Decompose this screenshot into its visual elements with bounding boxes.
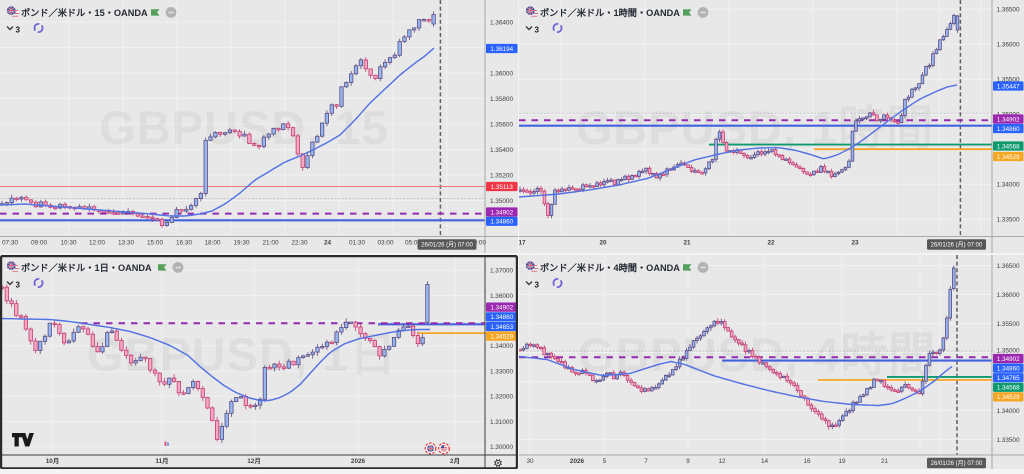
svg-text:7: 7 <box>644 458 648 465</box>
svg-text:21: 21 <box>683 240 691 247</box>
svg-text:1.35200: 1.35200 <box>490 172 514 179</box>
svg-text:26/01/26 (月) 07:00: 26/01/26 (月) 07:00 <box>421 242 473 249</box>
svg-text:14: 14 <box>761 458 769 465</box>
svg-text:3: 3 <box>535 26 540 35</box>
svg-text:10月: 10月 <box>46 457 60 465</box>
svg-text:GBPUSD, 15: GBPUSD, 15 <box>99 101 388 154</box>
svg-text:ポンド／米ドル・1時間・OANDA: ポンド／米ドル・1時間・OANDA <box>540 7 680 18</box>
svg-text:GBPUSD, 4時間: GBPUSD, 4時間 <box>578 327 936 380</box>
svg-text:GBPUSD, 1日: GBPUSD, 1日 <box>87 327 397 380</box>
svg-text:1.36000: 1.36000 <box>490 70 514 77</box>
svg-text:09:00: 09:00 <box>470 240 486 247</box>
svg-text:1.35000: 1.35000 <box>490 198 514 205</box>
svg-text:9: 9 <box>686 458 690 465</box>
svg-text:11月: 11月 <box>155 457 168 465</box>
svg-text:07:30: 07:30 <box>2 240 18 247</box>
svg-text:23: 23 <box>851 240 859 247</box>
svg-text:2026: 2026 <box>351 458 366 465</box>
svg-text:16: 16 <box>803 458 811 465</box>
svg-text:ポンド／米ドル・15・OANDA: ポンド／米ドル・15・OANDA <box>21 7 148 18</box>
svg-text:1.34902: 1.34902 <box>490 209 513 216</box>
svg-text:26/01/26 (月) 07:00: 26/01/26 (月) 07:00 <box>931 242 983 249</box>
svg-text:12: 12 <box>718 458 726 465</box>
svg-text:1.37000: 1.37000 <box>490 267 514 274</box>
svg-text:1.36000: 1.36000 <box>996 291 1020 298</box>
svg-text:1.35500: 1.35500 <box>996 320 1020 327</box>
svg-text:1.36000: 1.36000 <box>490 292 514 299</box>
svg-text:3: 3 <box>16 280 21 289</box>
svg-text:16:30: 16:30 <box>176 240 192 247</box>
svg-text:10:30: 10:30 <box>61 240 77 247</box>
svg-text:05:00: 05:00 <box>405 240 421 247</box>
svg-text:1.33500: 1.33500 <box>996 436 1020 443</box>
svg-text:1.35113: 1.35113 <box>491 184 514 191</box>
svg-text:13:30: 13:30 <box>118 240 134 247</box>
svg-text:24: 24 <box>324 240 332 247</box>
svg-text:1.34860: 1.34860 <box>997 126 1020 133</box>
svg-text:30: 30 <box>526 458 534 465</box>
svg-text:3: 3 <box>16 26 21 35</box>
svg-text:1.36194: 1.36194 <box>490 46 513 53</box>
svg-text:1.34653: 1.34653 <box>490 323 513 330</box>
svg-text:1.35800: 1.35800 <box>490 96 514 103</box>
svg-text:1.33000: 1.33000 <box>490 368 514 375</box>
svg-text:1.34860: 1.34860 <box>490 219 513 226</box>
svg-text:1.34860: 1.34860 <box>997 365 1020 372</box>
svg-text:3: 3 <box>535 280 540 289</box>
svg-text:1.34860: 1.34860 <box>490 314 513 321</box>
svg-text:1.31000: 1.31000 <box>490 418 514 425</box>
svg-text:1.30000: 1.30000 <box>490 444 514 451</box>
svg-text:2月: 2月 <box>450 457 460 465</box>
svg-text:20: 20 <box>599 240 607 247</box>
svg-text:1.34529: 1.34529 <box>997 394 1020 401</box>
svg-text:19:30: 19:30 <box>234 240 250 247</box>
svg-text:12月: 12月 <box>247 457 261 465</box>
svg-text:22: 22 <box>767 240 775 247</box>
svg-text:1.34902: 1.34902 <box>997 355 1020 362</box>
svg-text:03:00: 03:00 <box>378 240 394 247</box>
svg-text:12:00: 12:00 <box>89 240 105 247</box>
svg-text:17: 17 <box>519 240 526 247</box>
svg-text:1.34902: 1.34902 <box>997 116 1020 123</box>
svg-text:19: 19 <box>838 458 846 465</box>
svg-text:5: 5 <box>603 458 607 465</box>
svg-text:1.34902: 1.34902 <box>490 304 513 311</box>
svg-text:1.35400: 1.35400 <box>490 147 514 154</box>
svg-text:1.34529: 1.34529 <box>997 154 1020 161</box>
svg-text:1.36500: 1.36500 <box>996 262 1020 269</box>
svg-text:1.35500: 1.35500 <box>996 77 1020 84</box>
svg-text:1.34000: 1.34000 <box>490 343 514 350</box>
svg-text:1.36500: 1.36500 <box>996 7 1020 14</box>
svg-text:2026: 2026 <box>570 458 585 465</box>
svg-text:1.34000: 1.34000 <box>996 407 1020 414</box>
svg-text:ポンド／米ドル・4時間・OANDA: ポンド／米ドル・4時間・OANDA <box>540 262 680 273</box>
svg-text:1.34568: 1.34568 <box>997 384 1020 391</box>
svg-text:22:30: 22:30 <box>292 240 308 247</box>
svg-text:1.35600: 1.35600 <box>490 121 514 128</box>
svg-text:ポンド／米ドル・1日・OANDA: ポンド／米ドル・1日・OANDA <box>21 262 152 273</box>
svg-text:26/01/26 (月) 07:00: 26/01/26 (月) 07:00 <box>931 460 983 467</box>
svg-text:1.34529: 1.34529 <box>490 333 513 340</box>
svg-text:18:00: 18:00 <box>205 240 221 247</box>
svg-text:1.35000: 1.35000 <box>996 347 1020 354</box>
svg-text:1.33500: 1.33500 <box>996 217 1020 224</box>
svg-text:1.34568: 1.34568 <box>997 143 1020 150</box>
svg-text:1.34000: 1.34000 <box>996 182 1020 189</box>
svg-text:09:00: 09:00 <box>31 240 47 247</box>
svg-text:1.36000: 1.36000 <box>996 42 1020 49</box>
svg-text:1.32000: 1.32000 <box>490 393 514 400</box>
svg-text:1.34765: 1.34765 <box>997 375 1020 382</box>
svg-text:21:00: 21:00 <box>263 240 279 247</box>
svg-text:21: 21 <box>881 458 889 465</box>
svg-text:01:30: 01:30 <box>349 240 365 247</box>
svg-text:1.36400: 1.36400 <box>490 19 514 26</box>
svg-text:15:00: 15:00 <box>147 240 163 247</box>
svg-text:1.35447: 1.35447 <box>997 83 1020 90</box>
